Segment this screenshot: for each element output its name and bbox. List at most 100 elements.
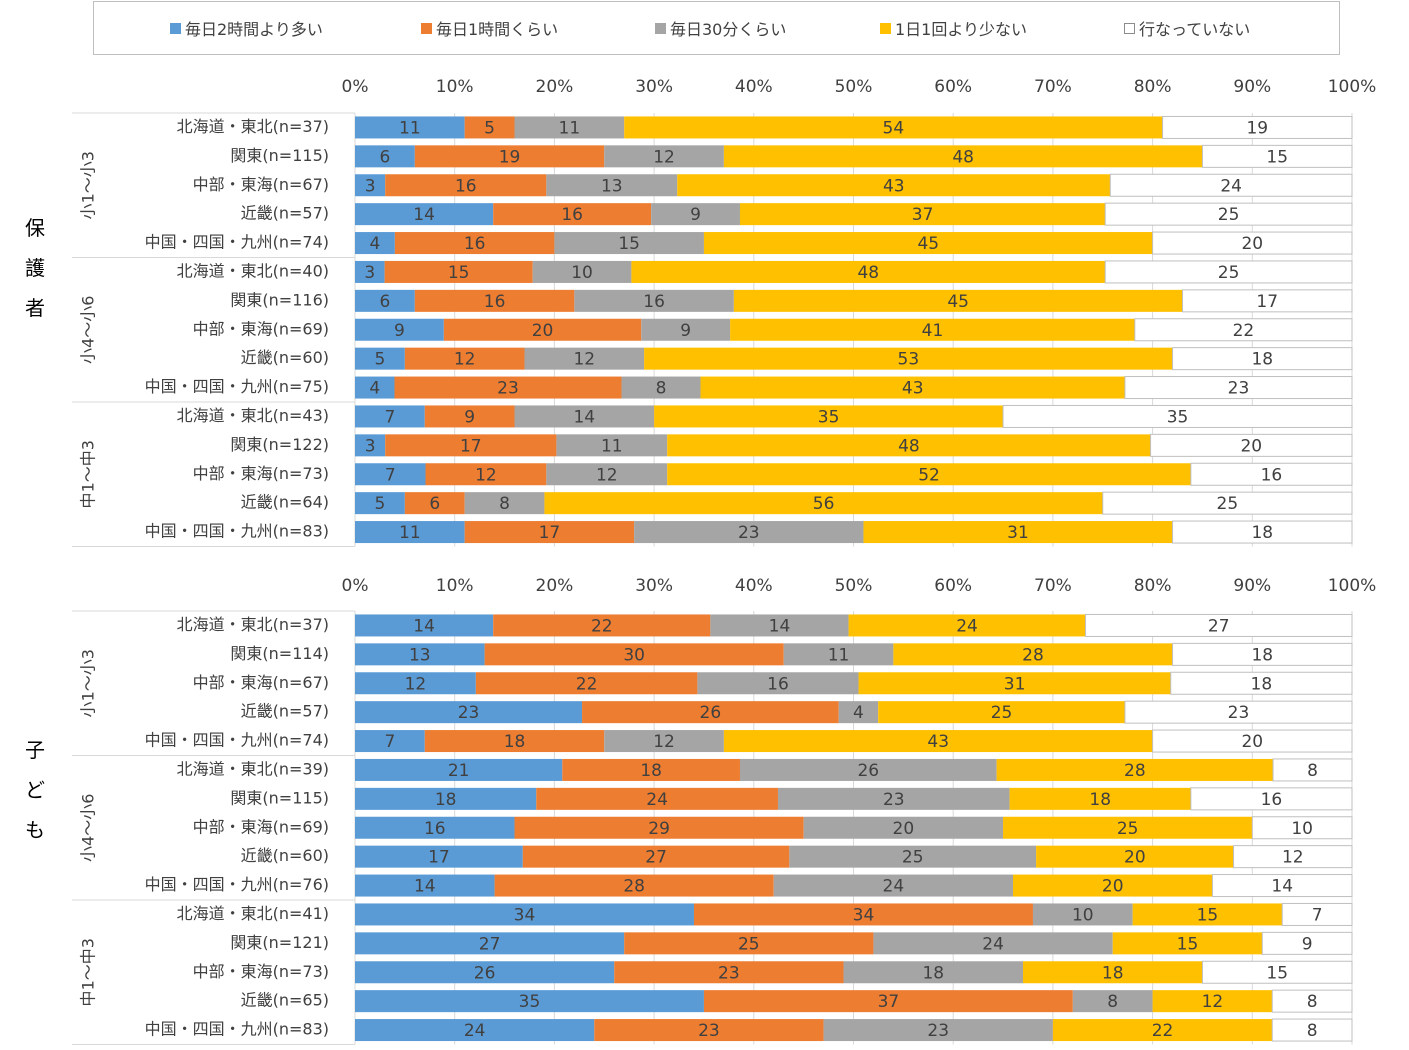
section-label-children: 子ども	[20, 730, 50, 850]
data-label: 52	[918, 465, 940, 485]
data-label: 11	[601, 436, 623, 456]
data-label: 9	[1302, 934, 1313, 954]
data-label: 3	[365, 176, 376, 196]
data-label: 18	[1251, 350, 1273, 370]
row-label: 中部・東海(n=69)	[193, 817, 329, 836]
bar-segment	[464, 492, 545, 515]
data-label: 41	[922, 321, 944, 341]
data-label: 31	[1007, 523, 1029, 543]
bar-segment	[723, 145, 1203, 168]
bar-segment	[614, 961, 844, 984]
data-label: 34	[514, 905, 536, 925]
bar-segment	[777, 787, 1010, 810]
bar-segment	[424, 730, 605, 753]
x-tick-label: 20%	[536, 77, 574, 97]
bar-segment	[464, 521, 635, 544]
bar-segment	[641, 318, 731, 341]
data-label: 4	[853, 703, 864, 723]
data-label: 25	[1218, 263, 1240, 283]
data-label: 20	[1240, 436, 1262, 456]
bar-segment	[1104, 260, 1353, 284]
data-label: 15	[1266, 147, 1288, 167]
data-label: 17	[1256, 292, 1278, 312]
bar-segment	[493, 614, 711, 637]
data-label: 9	[690, 205, 701, 225]
data-label: 7	[385, 465, 396, 485]
data-label: 10	[1072, 905, 1094, 925]
bar-segment	[464, 116, 515, 139]
bar-segment	[424, 405, 515, 428]
data-label: 20	[893, 819, 915, 839]
bar-segment	[1003, 816, 1253, 839]
bar-segment	[1109, 173, 1353, 197]
x-tick-label: 60%	[934, 77, 972, 97]
bar-segment	[404, 492, 465, 515]
data-label: 12	[405, 674, 427, 694]
x-tick-label: 70%	[1034, 576, 1072, 596]
bar-segment	[644, 347, 1173, 370]
data-label: 7	[384, 407, 395, 427]
bar-segment	[1112, 932, 1263, 955]
data-label: 30	[623, 645, 645, 665]
legend-swatch-about-30m	[655, 22, 666, 34]
data-label: 23	[1228, 703, 1250, 723]
bar-segment	[355, 903, 694, 926]
row-label: 近畿(n=65)	[241, 991, 329, 1010]
bar-segment	[893, 643, 1173, 666]
bar-segment	[873, 932, 1113, 955]
bar-segment	[1150, 433, 1353, 457]
bar-segment	[1182, 289, 1353, 313]
bar-segment	[1102, 491, 1353, 515]
bar-segment	[355, 318, 444, 341]
data-label: 43	[902, 379, 924, 399]
data-label: 24	[646, 790, 668, 810]
data-label: 24	[956, 616, 978, 636]
bar-segment	[1170, 671, 1353, 695]
legend-label-about-1h: 毎日1時間くらい	[436, 20, 559, 39]
bar-segment	[514, 116, 625, 139]
legend-item-not-doing: 行なっていない	[1124, 18, 1250, 39]
data-label: 10	[571, 263, 593, 283]
bar-segment	[803, 816, 1004, 839]
bar-segment	[494, 874, 774, 897]
x-tick-label: 0%	[342, 77, 369, 97]
data-label: 21	[448, 761, 470, 781]
bar-segment	[703, 232, 1153, 255]
bar-segment	[1172, 642, 1353, 666]
bar-segment	[1022, 961, 1203, 984]
bar-segment	[385, 434, 557, 457]
bar-segment	[355, 376, 395, 399]
bar-segment	[1152, 990, 1273, 1013]
data-label: 20	[1241, 732, 1263, 752]
row-label: 近畿(n=60)	[241, 846, 329, 865]
row-label: 北海道・東北(n=37)	[177, 117, 329, 136]
bar-segment	[1271, 989, 1353, 1013]
legend-label-over-2h: 毎日2時間より多い	[185, 20, 323, 39]
data-label: 20	[532, 321, 554, 341]
data-label: 6	[429, 494, 440, 514]
bar-segment	[1190, 462, 1353, 486]
group-label: 小1～小3	[79, 649, 98, 717]
bar-segment	[700, 376, 1125, 399]
bar-segment	[414, 289, 575, 312]
x-tick-label: 50%	[835, 77, 873, 97]
bar-segment	[1201, 144, 1353, 168]
bar-segment	[355, 463, 426, 486]
data-label: 35	[818, 407, 840, 427]
bar-segment	[384, 260, 533, 283]
bar-segment	[733, 289, 1183, 312]
x-tick-label: 40%	[735, 77, 773, 97]
bar-segment	[1152, 231, 1353, 255]
data-label: 12	[596, 465, 618, 485]
data-label: 5	[375, 350, 386, 370]
data-label: 6	[379, 292, 390, 312]
data-label: 16	[464, 234, 486, 254]
bar-segment	[1271, 1018, 1353, 1042]
bar-segment	[524, 347, 645, 370]
data-label: 7	[1312, 905, 1323, 925]
bar-segment	[1124, 700, 1353, 724]
x-tick-label: 60%	[934, 576, 972, 596]
data-label: 12	[573, 350, 595, 370]
bar-segment	[355, 874, 495, 897]
row-label: 関東(n=122)	[230, 435, 329, 454]
